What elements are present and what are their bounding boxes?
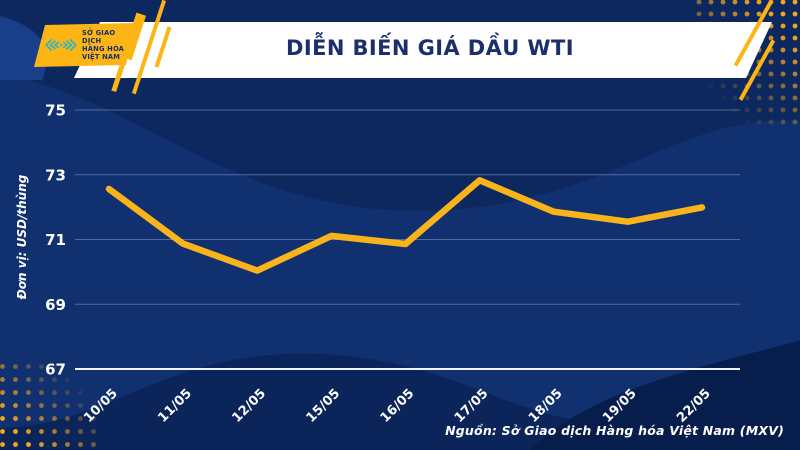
y-tick-label: 69 <box>45 296 66 314</box>
x-tick-label: 19/05 <box>600 386 640 426</box>
x-tick-label: 17/05 <box>452 386 492 426</box>
wti-price-line <box>105 177 706 274</box>
mxv-logo: SỞ GIAO DỊCH HÀNG HÓA VIỆT NAM <box>34 23 134 67</box>
x-tick-label: 12/05 <box>230 386 270 426</box>
x-tick-label: 22/05 <box>674 386 714 426</box>
x-tick-label: 18/05 <box>526 386 566 426</box>
y-tick-label: 73 <box>45 166 66 184</box>
logo-line-2: HÀNG HÓA <box>81 45 125 53</box>
x-tick-label: 10/05 <box>81 386 121 426</box>
halftone-dots-bottom-left <box>0 360 98 450</box>
x-tick-label: 15/05 <box>304 386 344 426</box>
source-credit: Nguồn: Sở Giao dịch Hàng hóa Việt Nam (M… <box>445 423 784 438</box>
x-tick-label: 11/05 <box>155 386 195 426</box>
page-title: DIỄN BIẾN GIÁ DẦU WTI <box>286 36 574 60</box>
y-tick-label: 75 <box>45 102 66 120</box>
mxv-chevrons-icon <box>45 38 77 52</box>
logo-line-3: VIỆT NAM <box>81 53 121 62</box>
y-tick-label: 67 <box>45 361 66 379</box>
mxv-logo-wordmark: SỞ GIAO DỊCH HÀNG HÓA VIỆT NAM <box>82 29 134 62</box>
bottom-right-corner-shape <box>529 340 800 450</box>
title-banner <box>74 22 772 78</box>
x-tick-label: 16/05 <box>378 386 418 426</box>
y-tick-label: 71 <box>45 231 66 249</box>
logo-line-1: SỞ GIAO DỊCH <box>81 28 116 45</box>
